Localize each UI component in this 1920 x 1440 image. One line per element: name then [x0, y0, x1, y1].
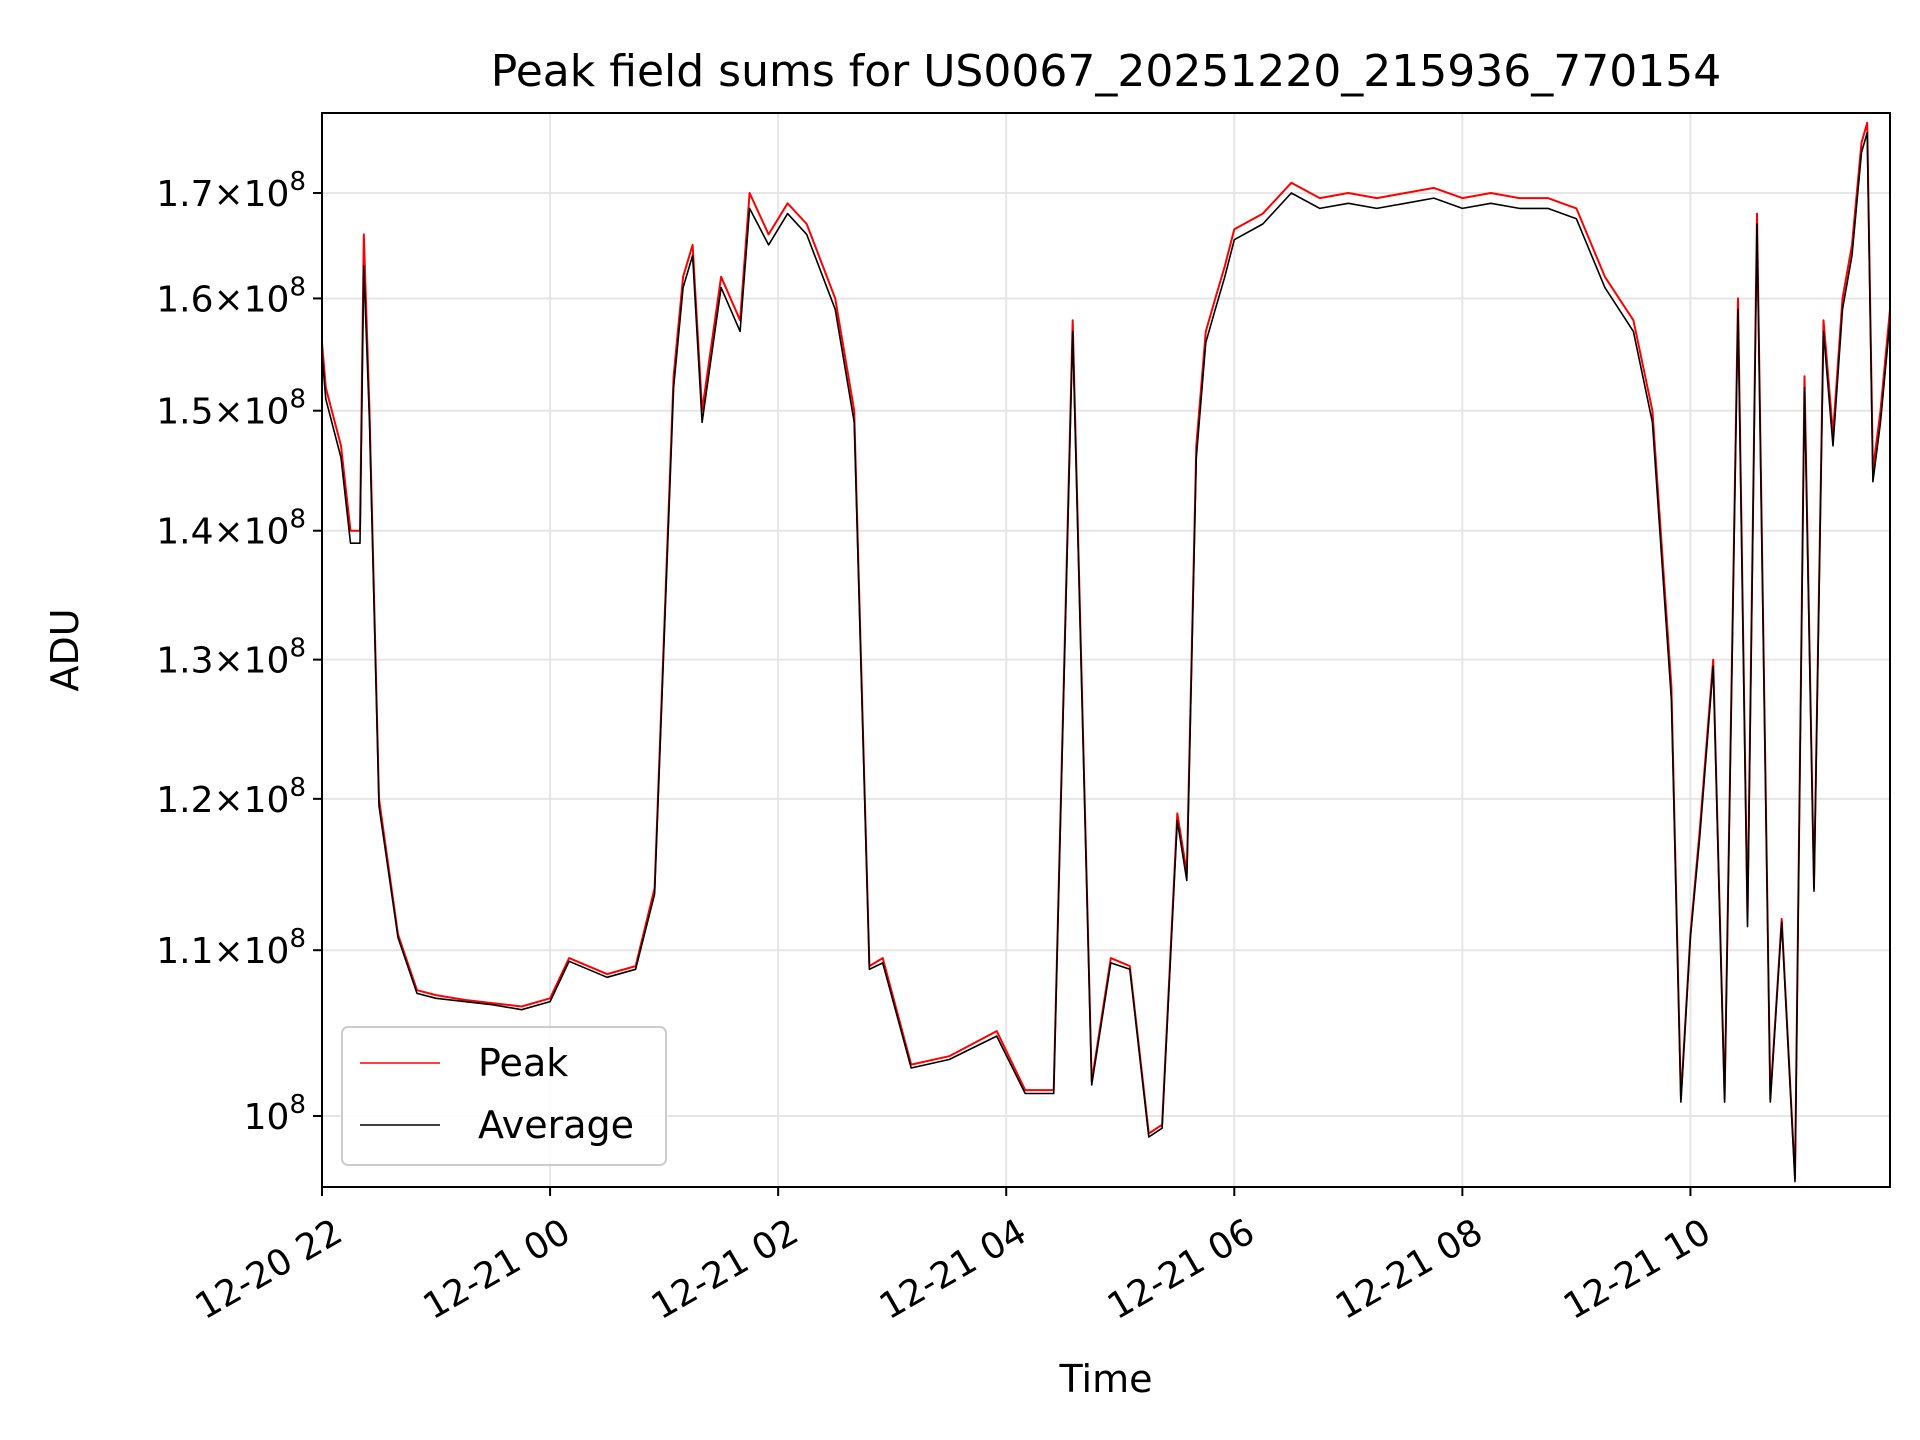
y-tick-label: 1.7×108	[156, 167, 306, 215]
y-tick-label: 1.4×108	[156, 505, 306, 553]
y-axis-label: ADU	[43, 608, 87, 691]
legend-box	[341, 1026, 667, 1166]
series-layer	[322, 121, 1890, 1183]
legend: Peak Average	[341, 1026, 667, 1166]
y-tick-label: 1.1×108	[156, 924, 306, 972]
y-tick-label: 1.3×108	[156, 634, 306, 682]
legend-peak-label: Peak	[478, 1041, 568, 1085]
y-axis: 108 1.1×108 1.2×108 1.3×108 1.4×108 1.5×108 1.…	[156, 167, 322, 1138]
legend-average-label: Average	[478, 1103, 634, 1147]
y-tick-label: 108	[244, 1090, 306, 1138]
chart-title: Peak field sums for US0067_20251220_2159…	[491, 46, 1721, 97]
series-line-average	[322, 131, 1890, 1183]
plot-frame	[321, 112, 1891, 1188]
y-tick-label: 1.5×108	[156, 385, 306, 433]
y-tick-label: 1.6×108	[156, 272, 306, 320]
grid	[321, 113, 1890, 1187]
y-tick-label: 1.2×108	[156, 773, 306, 821]
x-axis-label: Time	[1059, 1357, 1153, 1401]
